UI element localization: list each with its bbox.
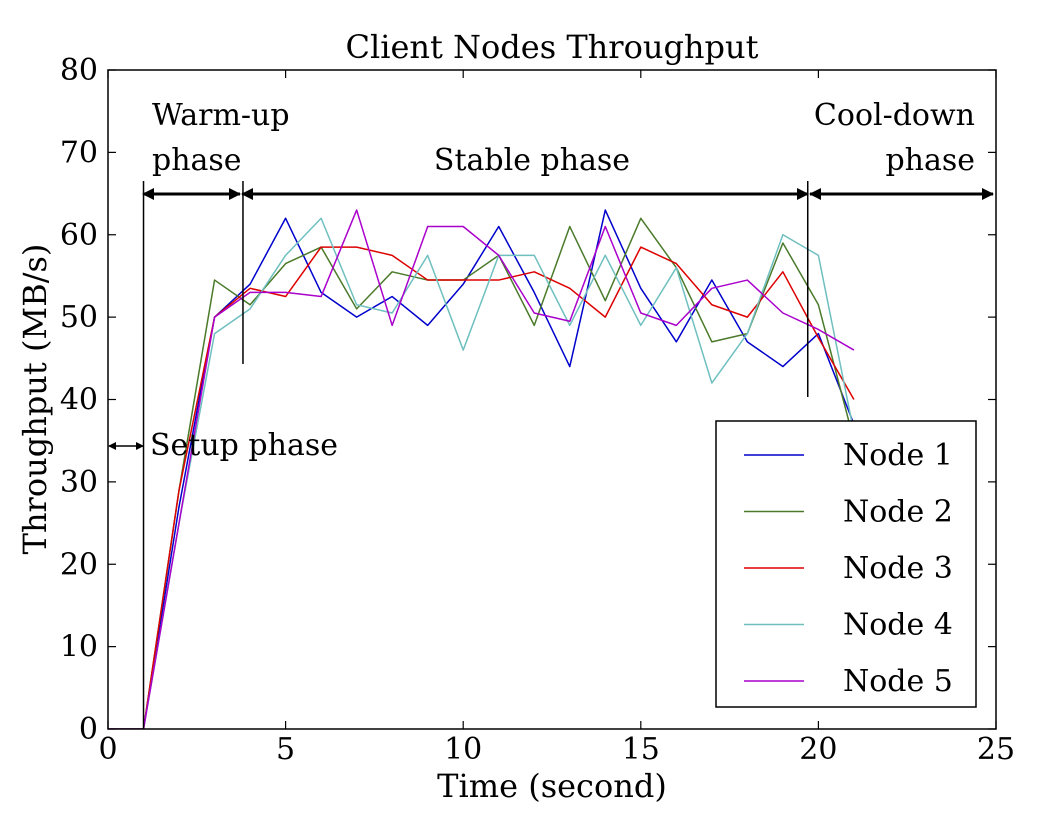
x-tick-label: 10 [444, 732, 482, 767]
x-tick-label: 20 [799, 732, 837, 767]
cooldown-phase-label-line1: Cool-down [814, 98, 975, 133]
x-tick-label: 25 [977, 732, 1015, 767]
legend-box [715, 420, 977, 708]
warmup-phase-label-line1: Warm-up [152, 98, 290, 133]
legend-label-node-1: Node 1 [843, 438, 953, 473]
legend-label-node-2: Node 2 [843, 495, 953, 530]
legend-label-node-5: Node 5 [843, 664, 953, 699]
y-axis-label: Throughput (MB/s) [16, 244, 54, 555]
y-tick-label: 80 [60, 53, 98, 88]
y-tick-label: 70 [60, 135, 98, 170]
stable-phase-label: Stable phase [434, 143, 630, 178]
y-tick-label: 60 [60, 218, 98, 253]
series-line-node-4 [108, 217, 855, 729]
axis-ticks: 0 5 10 15 20 25 0 10 20 30 40 50 60 70 80 [60, 53, 1015, 767]
y-tick-label: 30 [60, 465, 98, 500]
y-tick-label: 0 [79, 712, 98, 747]
warmup-phase-label-line2: phase [152, 143, 242, 178]
y-tick-label: 10 [60, 630, 98, 665]
x-tick-label: 0 [98, 732, 117, 767]
series-line-node-5 [108, 209, 855, 729]
x-tick-label: 5 [276, 732, 295, 767]
series-line-node-2 [108, 217, 855, 729]
chart-title: Client Nodes Throughput [346, 28, 759, 66]
series-lines [108, 209, 855, 729]
phase-markers [142, 181, 809, 729]
legend-label-node-4: Node 4 [843, 608, 953, 643]
cooldown-phase-label-line2: phase [885, 143, 975, 178]
series-line-node-3 [108, 246, 855, 729]
y-tick-label: 20 [60, 547, 98, 582]
setup-phase-label: Setup phase [150, 428, 338, 463]
y-tick-label: 50 [60, 300, 98, 335]
x-axis-label: Time (second) [437, 767, 667, 805]
y-tick-label: 40 [60, 383, 98, 418]
legend-items: Node 1 Node 2 Node 3 Node 4 Node 5 [744, 438, 953, 699]
plot-frame [107, 69, 997, 730]
legend-label-node-3: Node 3 [843, 551, 953, 586]
x-tick-label: 15 [622, 732, 660, 767]
legend: Node 1 Node 2 Node 3 Node 4 Node 5 [715, 420, 977, 708]
